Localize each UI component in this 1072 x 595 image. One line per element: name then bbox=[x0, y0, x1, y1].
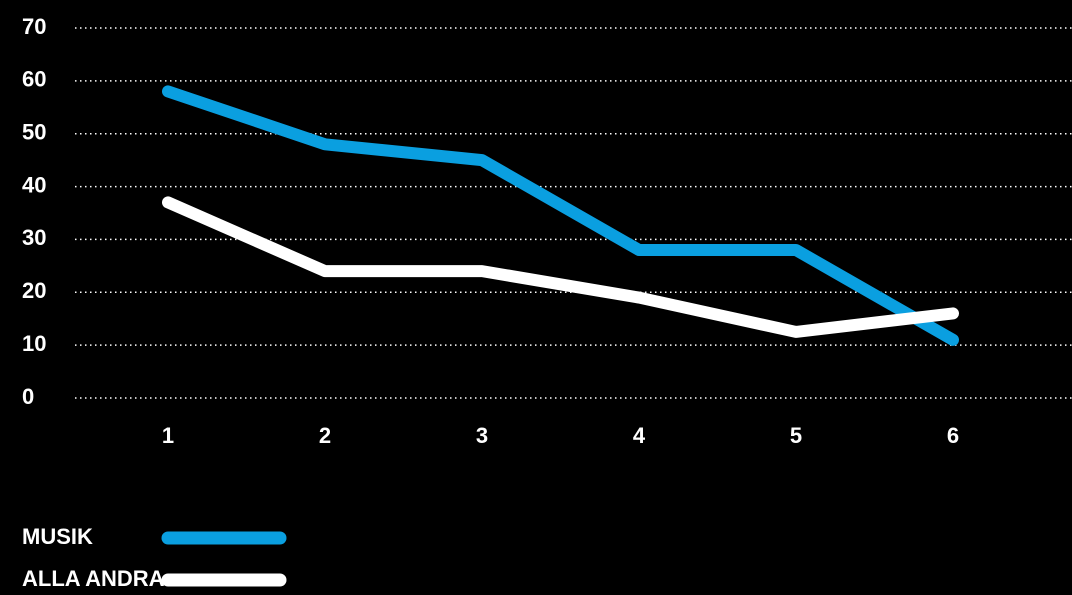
y-tick-label: 50 bbox=[22, 120, 46, 145]
legend-label: MUSIK bbox=[22, 524, 93, 549]
y-tick-label: 70 bbox=[22, 14, 46, 39]
y-tick-label: 60 bbox=[22, 67, 46, 92]
y-tick-label: 0 bbox=[22, 384, 34, 409]
x-tick-label: 5 bbox=[790, 423, 802, 448]
x-tick-label: 1 bbox=[162, 423, 174, 448]
legend-label: ALLA ANDRA bbox=[22, 566, 165, 591]
x-tick-label: 6 bbox=[947, 423, 959, 448]
x-tick-label: 4 bbox=[633, 423, 646, 448]
y-tick-label: 10 bbox=[22, 331, 46, 356]
x-tick-label: 3 bbox=[476, 423, 488, 448]
x-tick-label: 2 bbox=[319, 423, 331, 448]
y-tick-label: 30 bbox=[22, 225, 46, 250]
data-line bbox=[162, 196, 959, 338]
data-line bbox=[162, 85, 959, 346]
y-tick-label: 20 bbox=[22, 278, 46, 303]
y-tick-label: 40 bbox=[22, 172, 46, 197]
